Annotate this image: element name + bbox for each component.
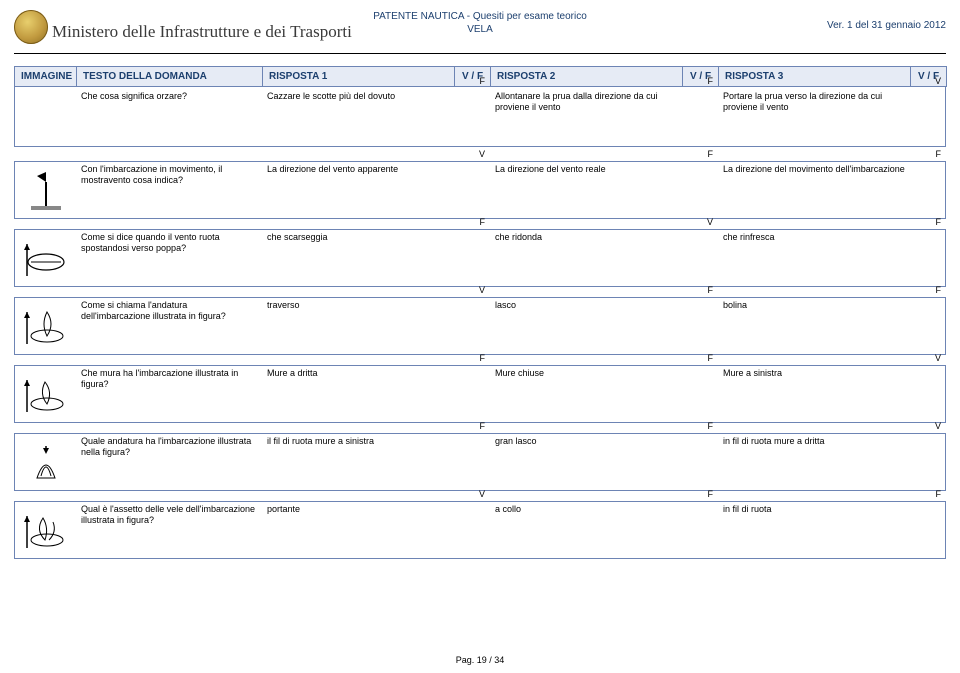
question-text: Come si dice quando il vento ruota spost… [77,230,263,255]
vf-2: F [683,434,719,436]
answer-3: Portare la prua verso la direzione da cu… [719,89,911,114]
page-footer: Pag. 19 / 34 [0,655,960,665]
vf-1: F [455,366,491,368]
answer-2: Allontanare la prua dalla direzione da c… [491,89,683,114]
answer-3: bolina [719,298,911,311]
vf-3: V [911,89,947,91]
col-risposta-3: RISPOSTA 3 [719,67,911,87]
question-row: Come si chiama l'andatura dell'imbarcazi… [14,297,946,355]
vf-2: F [683,89,719,91]
question-row: Qual è l'assetto delle vele dell'imbarca… [14,501,946,559]
vf-3: F [911,502,947,504]
title-line-1: PATENTE NAUTICA - Quesiti per esame teor… [373,11,587,22]
col-risposta-2: RISPOSTA 2 [491,67,683,87]
vf-3: F [911,230,947,232]
col-vf-2: V / F [683,67,719,87]
question-text: Con l'imbarcazione in movimento, il most… [77,162,263,187]
answer-2: Mure chiuse [491,366,683,379]
question-image [15,162,77,218]
vf-3: F [911,162,947,164]
vf-1: F [455,230,491,232]
answer-3: che rinfresca [719,230,911,243]
boat-run-icon [23,442,69,484]
answer-1: Cazzare le scotte più del dovuto [263,89,455,102]
question-text: Quale andatura ha l'imbarcazione illustr… [77,434,263,459]
question-text: Che mura ha l'imbarcazione illustrata in… [77,366,263,391]
vf-2: F [683,298,719,300]
question-row: Con l'imbarcazione in movimento, il most… [14,161,946,219]
col-risposta-1: RISPOSTA 1 [263,67,455,87]
question-text: Qual è l'assetto delle vele dell'imbarca… [77,502,263,527]
answer-2: che ridonda [491,230,683,243]
answer-1: il fil di ruota mure a sinistra [263,434,455,447]
vf-2: F [683,502,719,504]
answer-1: portante [263,502,455,515]
answer-2: a collo [491,502,683,515]
boat-sail-icon [23,306,69,348]
answer-2: La direzione del vento reale [491,162,683,175]
answer-1: che scarseggia [263,230,455,243]
question-image [15,89,77,145]
question-text: Come si chiama l'andatura dell'imbarcazi… [77,298,263,323]
col-domanda: TESTO DELLA DOMANDA [77,67,263,87]
vf-1: V [455,162,491,164]
col-immagine: IMMAGINE [15,67,77,87]
question-image [15,502,77,558]
title-line-2: VELA [14,23,946,36]
question-image [15,230,77,286]
answer-3: La direzione del movimento dell'imbarcaz… [719,162,911,175]
vf-2: V [683,230,719,232]
boat-tack-icon [23,374,69,416]
question-row: Che mura ha l'imbarcazione illustrata in… [14,365,946,423]
document-title: PATENTE NAUTICA - Quesiti per esame teor… [14,10,946,36]
question-row: Che cosa significa orzare? Cazzare le sc… [14,87,946,147]
windvane-icon [23,170,69,212]
vf-1: F [455,89,491,91]
answer-1: Mure a dritta [263,366,455,379]
vf-2: F [683,366,719,368]
answer-3: in fil di ruota mure a dritta [719,434,911,447]
vf-3: F [911,298,947,300]
vf-3: V [911,366,947,368]
boat-top-icon [23,238,69,280]
question-image [15,298,77,354]
boat-sails-icon [23,510,69,552]
question-row: Quale andatura ha l'imbarcazione illustr… [14,433,946,491]
answer-3: Mure a sinistra [719,366,911,379]
answer-1: La direzione del vento apparente [263,162,455,175]
vf-1: F [455,434,491,436]
answer-1: traverso [263,298,455,311]
answer-3: in fil di ruota [719,502,911,515]
col-vf-1: V / F [455,67,491,87]
question-row: Come si dice quando il vento ruota spost… [14,229,946,287]
question-text: Che cosa significa orzare? [77,89,263,102]
answer-2: gran lasco [491,434,683,447]
answer-2: lasco [491,298,683,311]
vf-1: V [455,298,491,300]
vf-2: F [683,162,719,164]
page-header: Ministero delle Infrastrutture e dei Tra… [14,10,946,54]
col-vf-3: V / F [911,67,947,87]
question-image [15,434,77,490]
vf-3: V [911,434,947,436]
vf-1: V [455,502,491,504]
question-image [15,366,77,422]
document-version: Ver. 1 del 31 gennaio 2012 [827,20,946,31]
